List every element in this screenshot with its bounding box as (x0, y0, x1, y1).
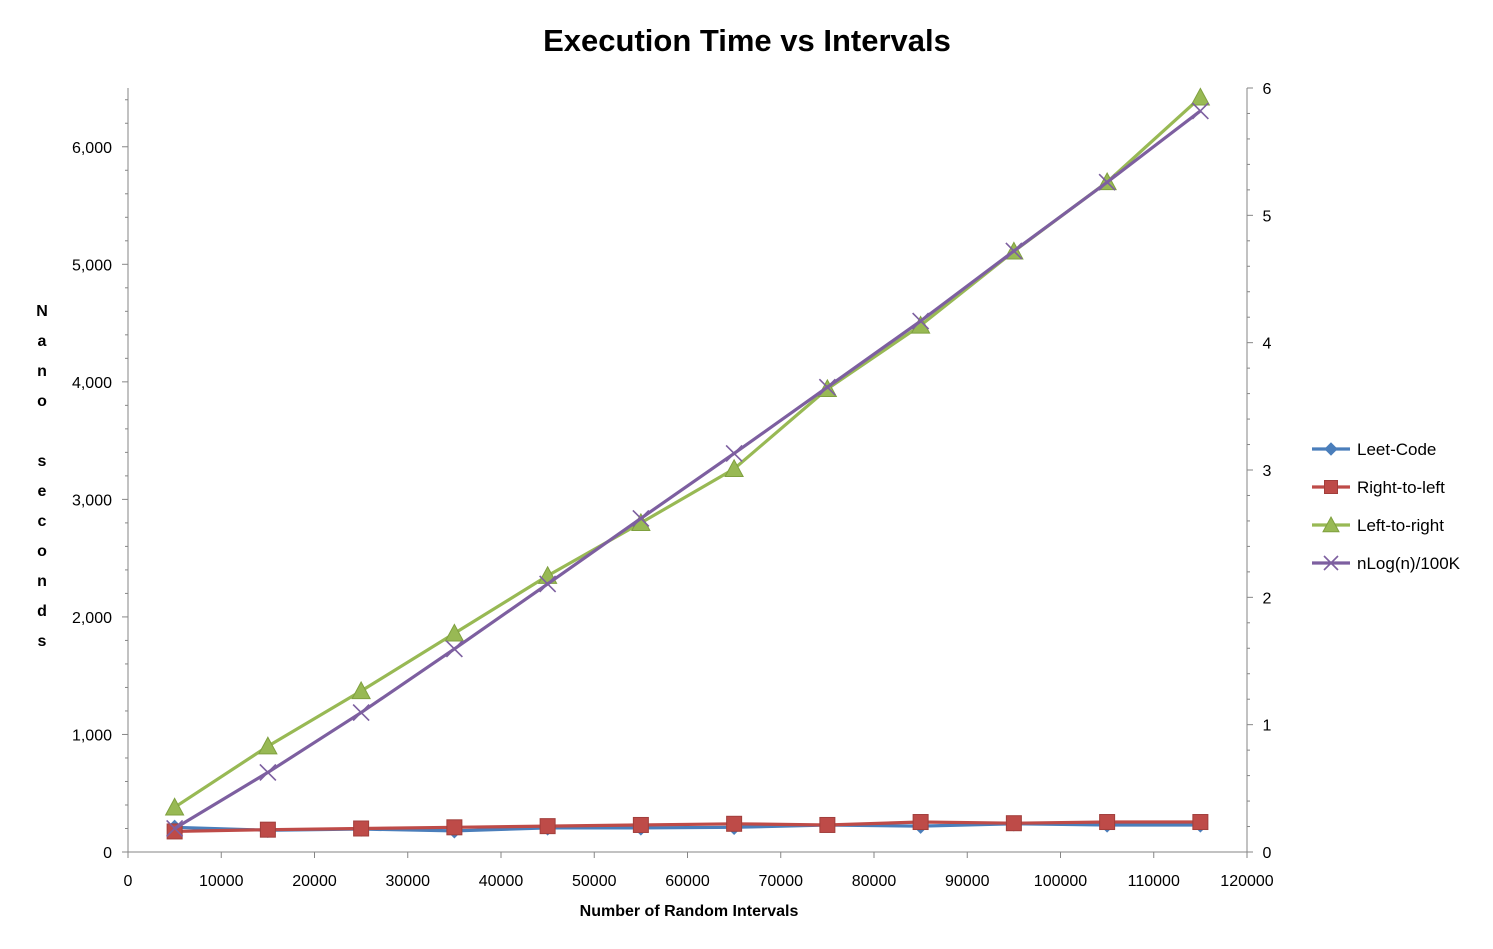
x-tick-label: 20000 (292, 873, 337, 890)
y-axis-label-char: s (38, 453, 47, 470)
x-tick-label: 50000 (572, 873, 617, 890)
y2-tick-label: 3 (1263, 463, 1272, 480)
data-point (1005, 815, 1022, 832)
data-point (539, 575, 557, 593)
series-line (174, 820, 1201, 834)
y-tick-label: 4,000 (72, 375, 112, 392)
y2-tick-label: 0 (1263, 845, 1272, 862)
x-tick-label: 90000 (945, 873, 990, 890)
legend-marker (1323, 555, 1339, 571)
y2-tick-label: 2 (1263, 590, 1272, 607)
y2-tick-label: 1 (1263, 718, 1272, 735)
data-point (1005, 242, 1023, 260)
data-point (539, 818, 556, 835)
x-tick-label: 120000 (1220, 873, 1273, 890)
data-point (259, 763, 277, 781)
legend: Leet-Code Right-to-left Left-to-right nLog(… (1312, 440, 1461, 573)
series-line (173, 109, 1202, 830)
data-point (258, 736, 278, 755)
y-tick-label: 6,000 (72, 140, 112, 157)
x-tick-label: 60000 (665, 873, 710, 890)
x-tick-label: 30000 (386, 873, 431, 890)
data-point (1191, 102, 1209, 120)
legend-item: nLog(n)/100K (1312, 554, 1461, 573)
data-point (724, 458, 744, 477)
data-point (819, 816, 836, 833)
y-axis-label-char: s (38, 633, 47, 650)
legend-marker (1324, 480, 1338, 494)
y2-tick-label: 4 (1263, 336, 1272, 353)
data-point (912, 312, 930, 330)
y-axis-label-char: a (38, 333, 47, 350)
series-line (173, 96, 1202, 809)
x-axis-label: Number of Random Intervals (580, 903, 799, 920)
data-point (1190, 87, 1211, 106)
data-point (164, 797, 185, 816)
data-point (446, 819, 463, 836)
legend-label: Left-to-right (1357, 516, 1444, 535)
y-axis-label-char: o (37, 543, 47, 560)
x-tick-label: 40000 (479, 873, 524, 890)
data-point (352, 704, 370, 722)
y-axis-label-char: n (37, 363, 47, 380)
series-leet-code (166, 816, 1209, 839)
series-nlog-n-100k (166, 102, 1209, 838)
data-point (726, 815, 743, 832)
data-point (1192, 814, 1209, 831)
y-tick-label: 0 (103, 845, 112, 862)
x-tick-label: 80000 (852, 873, 897, 890)
x-tick-label: 10000 (199, 873, 244, 890)
data-point (725, 444, 743, 463)
data-point (444, 623, 465, 642)
y-tick-label: 3,000 (72, 492, 112, 509)
legend-item: Leet-Code (1312, 440, 1436, 459)
x-tick-label: 110000 (1128, 873, 1180, 890)
data-point (912, 814, 929, 831)
y-tick-label: 5,000 (72, 257, 112, 274)
legend-marker (1324, 442, 1338, 456)
data-point (445, 640, 463, 658)
data-point (632, 816, 649, 833)
axes: 0 10000 20000 30000 40000 50000 60000 70000 8000… (72, 81, 1274, 890)
legend-label: nLog(n)/100K (1357, 554, 1461, 573)
x-tick-label: 0 (124, 873, 133, 890)
y-axis-label-char: c (38, 513, 47, 530)
data-point (166, 819, 184, 838)
data-point (818, 378, 836, 396)
x-tick-label: 100000 (1034, 873, 1087, 890)
data-point (353, 820, 370, 837)
legend-item: Right-to-left (1312, 478, 1445, 497)
data-point (632, 509, 650, 527)
series-group (164, 87, 1211, 840)
series-right-to-left (166, 814, 1209, 840)
y-axis-label-char: e (38, 483, 47, 500)
data-point (259, 821, 276, 838)
legend-label: Leet-Code (1357, 440, 1436, 459)
y-axis-label-char: N (36, 303, 48, 320)
legend-item: Left-to-right (1312, 515, 1444, 535)
y-axis-label-char: o (37, 393, 47, 410)
y-tick-label: 2,000 (72, 610, 112, 627)
chart-title: Execution Time vs Intervals (543, 23, 951, 58)
series-left-to-right (164, 87, 1211, 816)
legend-marker (1322, 515, 1340, 533)
y-axis-label-char: n (37, 573, 47, 590)
data-point (1099, 814, 1116, 831)
data-point (1098, 173, 1116, 191)
y2-tick-label: 5 (1263, 208, 1272, 225)
y-axis-label-char: d (37, 603, 47, 620)
data-point (351, 680, 371, 700)
y2-tick-label: 6 (1263, 81, 1272, 98)
y-tick-label: 1,000 (72, 727, 112, 744)
x-tick-label: 70000 (759, 873, 804, 890)
legend-label: Right-to-left (1357, 478, 1445, 497)
